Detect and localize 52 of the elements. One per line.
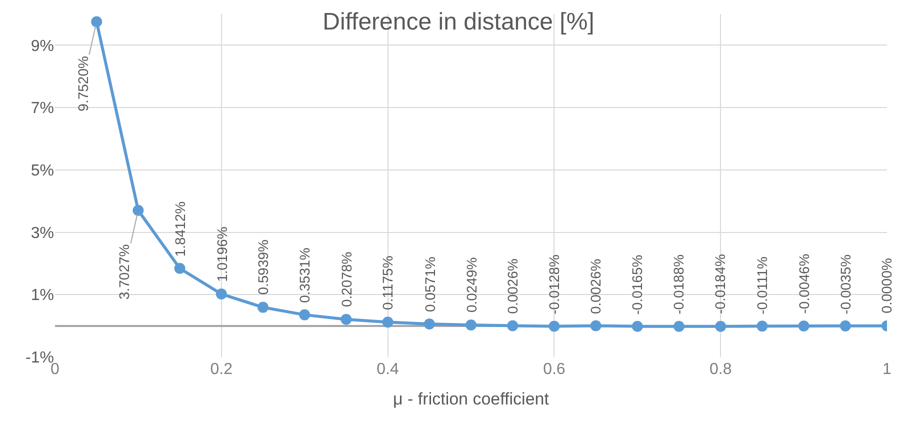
- data-label: 0.0000%: [878, 258, 895, 314]
- point: [258, 302, 268, 313]
- data-label: 9.7520%: [74, 56, 91, 112]
- y-tick-label: 9%: [30, 38, 54, 55]
- x-tick-label: 0.6: [543, 361, 566, 378]
- y-tick-label: 7%: [30, 100, 54, 118]
- point: [756, 320, 768, 332]
- x-tick-label: 0.4: [376, 361, 400, 378]
- data-label: 0.0571%: [422, 256, 438, 312]
- x-tick-label: 0.8: [709, 361, 732, 378]
- data-label: -0.0046%: [796, 254, 812, 314]
- data-label: 1.0196%: [214, 226, 230, 282]
- data-label: -0.0128%: [546, 254, 562, 314]
- data-label: 1.8412%: [172, 201, 188, 257]
- point: [299, 309, 310, 320]
- x-tick-label: 1: [882, 361, 892, 378]
- chart-title: Difference in distance [%]: [322, 8, 594, 36]
- data-label: 0.5939%: [255, 240, 272, 295]
- data-label: 0.2078%: [338, 252, 354, 308]
- data-label: -0.0188%: [670, 254, 687, 314]
- point: [132, 204, 144, 216]
- point: [840, 320, 851, 332]
- data-label: -0.0035%: [837, 254, 854, 314]
- y-tick-label: 1%: [30, 287, 54, 304]
- data-label: 0.1175%: [380, 256, 396, 310]
- point: [424, 318, 435, 330]
- data-label: 0.3531%: [296, 248, 312, 303]
- data-label: 0.0249%: [463, 257, 480, 313]
- point: [632, 320, 643, 332]
- data-label: 0.0026%: [504, 258, 520, 314]
- y-tick-label: 3%: [30, 224, 54, 242]
- point: [216, 288, 227, 300]
- x-axis-title: μ - friction coefficient: [393, 389, 550, 408]
- point: [507, 320, 518, 332]
- point: [466, 320, 476, 331]
- data-label: -0.0111%: [754, 256, 770, 314]
- point: [91, 16, 102, 28]
- point: [382, 316, 394, 328]
- x-tick-label: 0: [50, 361, 60, 378]
- point: [798, 320, 810, 332]
- point: [548, 320, 560, 332]
- point: [715, 320, 726, 332]
- data-label: 3.7027%: [116, 244, 132, 300]
- y-tick-label: 5%: [30, 162, 54, 180]
- data-label: 0.0026%: [588, 258, 604, 314]
- data-label: -0.0184%: [712, 254, 728, 314]
- data-label: -0.0165%: [629, 254, 646, 315]
- x-tick-label: 0.2: [210, 361, 233, 378]
- point: [174, 262, 186, 274]
- point: [590, 320, 602, 332]
- point: [340, 314, 352, 325]
- point: [674, 320, 684, 332]
